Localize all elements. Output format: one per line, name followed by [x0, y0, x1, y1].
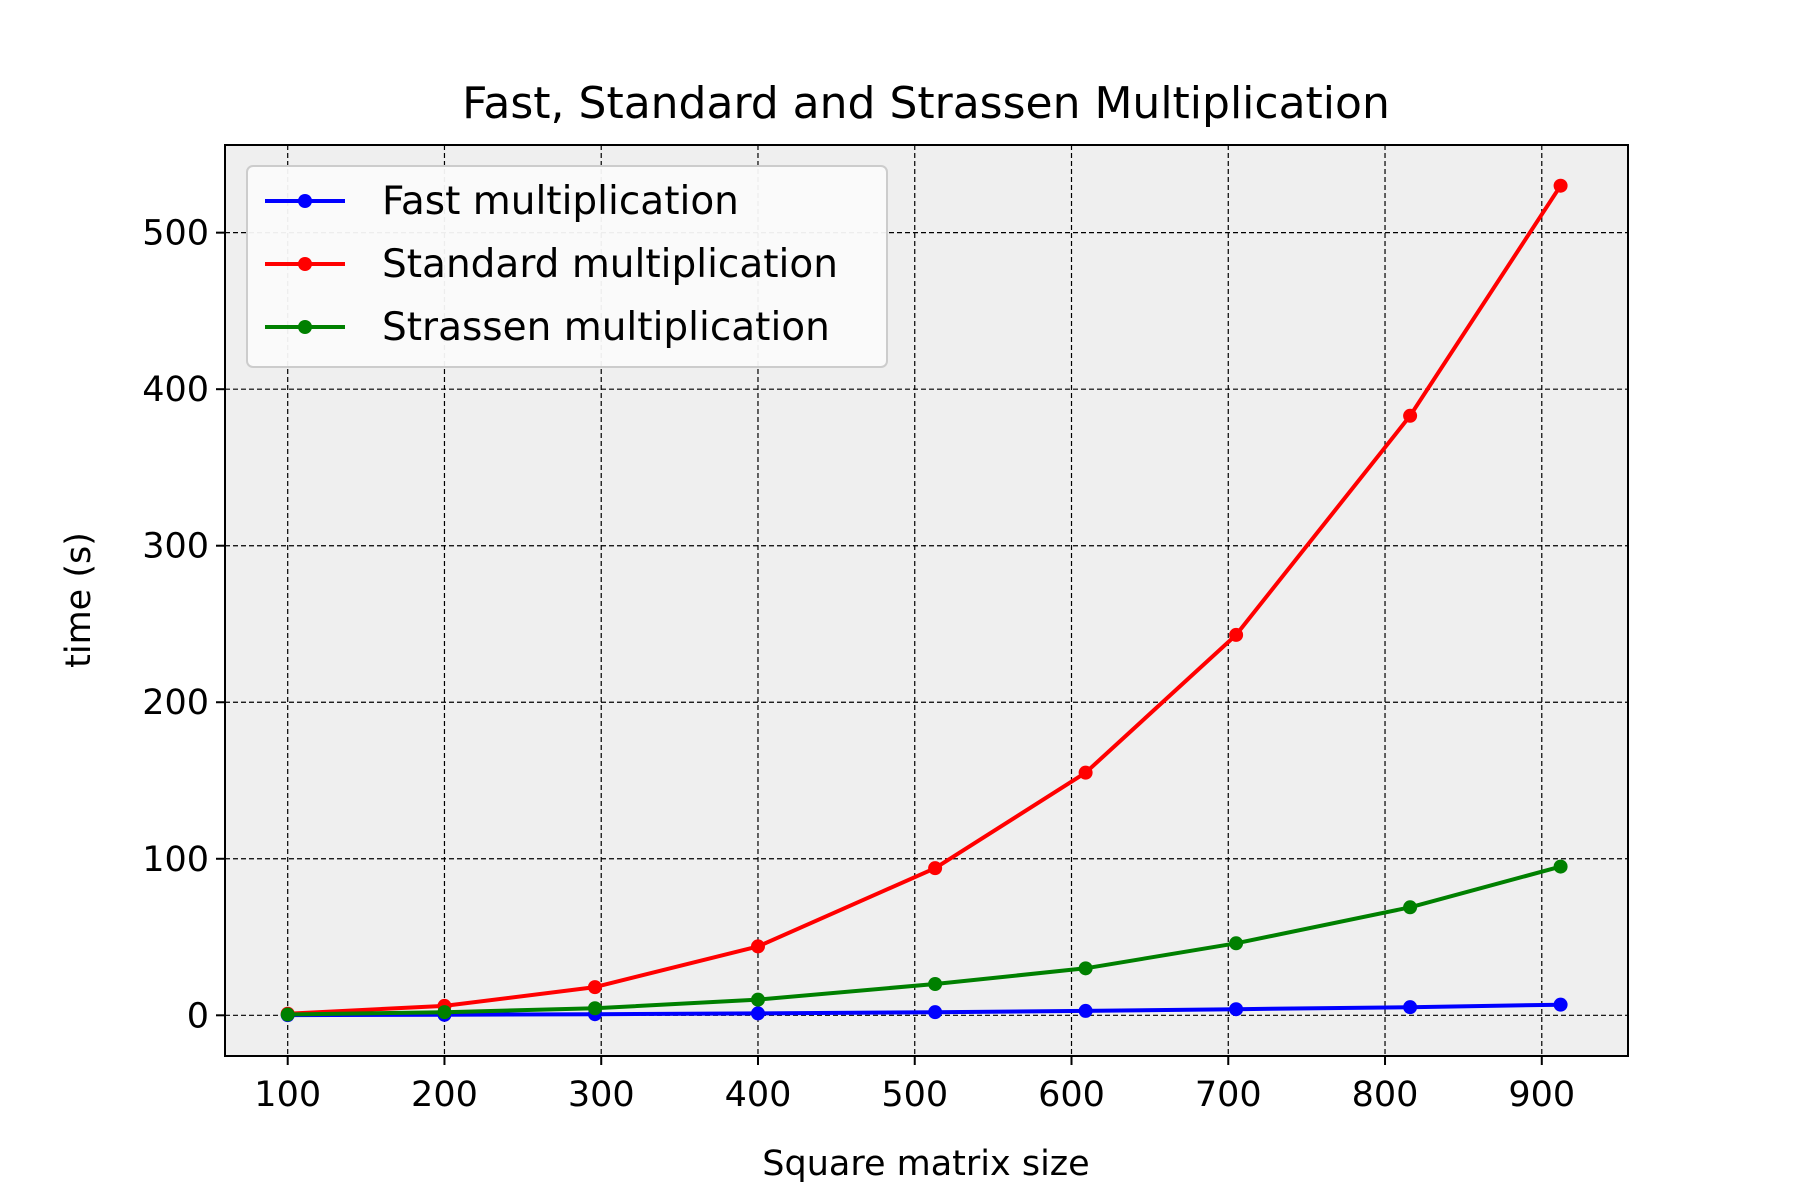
data-point-standard-multiplication	[1078, 765, 1093, 780]
chart-title: Fast, Standard and Strassen Multiplicati…	[462, 78, 1390, 129]
data-point-standard-multiplication	[1229, 627, 1244, 642]
data-point-fast-multiplication	[928, 1005, 943, 1020]
x-axis-label: Square matrix size	[762, 1144, 1089, 1184]
y-tick-label: 300	[142, 527, 209, 567]
data-point-standard-multiplication	[1553, 178, 1568, 193]
x-tick-label: 900	[1508, 1075, 1575, 1115]
y-tick-label: 500	[142, 214, 209, 254]
data-point-strassen-multiplication	[928, 976, 943, 991]
data-point-fast-multiplication	[1229, 1002, 1244, 1017]
legend-marker	[298, 194, 312, 208]
data-point-strassen-multiplication	[750, 992, 765, 1007]
y-tick-label: 0	[187, 996, 209, 1036]
data-point-strassen-multiplication	[587, 1001, 602, 1016]
x-tick-label: 800	[1352, 1075, 1419, 1115]
legend-marker	[298, 257, 312, 271]
x-tick-label: 700	[1195, 1075, 1262, 1115]
legend-marker	[298, 320, 312, 334]
data-point-standard-multiplication	[928, 861, 943, 876]
data-point-strassen-multiplication	[1229, 936, 1244, 951]
x-tick-label: 400	[725, 1075, 792, 1115]
data-point-strassen-multiplication	[1403, 900, 1418, 915]
y-tick-label: 200	[142, 683, 209, 723]
plot-frame	[224, 144, 1629, 1057]
legend: Fast multiplication Standard multiplicati…	[246, 165, 888, 368]
data-point-fast-multiplication	[750, 1006, 765, 1021]
y-axis-label: time (s)	[59, 532, 99, 668]
data-point-strassen-multiplication	[437, 1005, 452, 1020]
x-tick-label: 100	[254, 1075, 321, 1115]
data-point-fast-multiplication	[1078, 1003, 1093, 1018]
y-axis-ticks: 0 100 200 300 400 500	[142, 214, 225, 1036]
data-point-fast-multiplication	[1403, 1000, 1418, 1015]
data-point-strassen-multiplication	[280, 1007, 295, 1022]
data-point-strassen-multiplication	[1078, 961, 1093, 976]
y-tick-label: 100	[142, 840, 209, 880]
legend-label: Standard multiplication	[382, 242, 838, 287]
data-point-fast-multiplication	[1553, 997, 1568, 1012]
data-point-standard-multiplication	[1403, 408, 1418, 423]
legend-label: Strassen multiplication	[382, 305, 830, 350]
y-tick-label: 400	[142, 370, 209, 410]
series-layer	[280, 178, 1568, 1023]
x-axis-ticks: 100 200 300 400 500 600 700 800 900	[254, 1056, 1575, 1115]
legend-label: Fast multiplication	[382, 179, 739, 224]
x-tick-label: 500	[881, 1075, 948, 1115]
data-point-standard-multiplication	[750, 939, 765, 954]
series-strassen-multiplication	[280, 859, 1568, 1022]
x-tick-label: 300	[568, 1075, 635, 1115]
x-tick-label: 600	[1038, 1075, 1105, 1115]
x-tick-label: 200	[411, 1075, 478, 1115]
data-point-standard-multiplication	[587, 980, 602, 995]
data-point-strassen-multiplication	[1553, 859, 1568, 874]
legend-box	[246, 165, 888, 368]
